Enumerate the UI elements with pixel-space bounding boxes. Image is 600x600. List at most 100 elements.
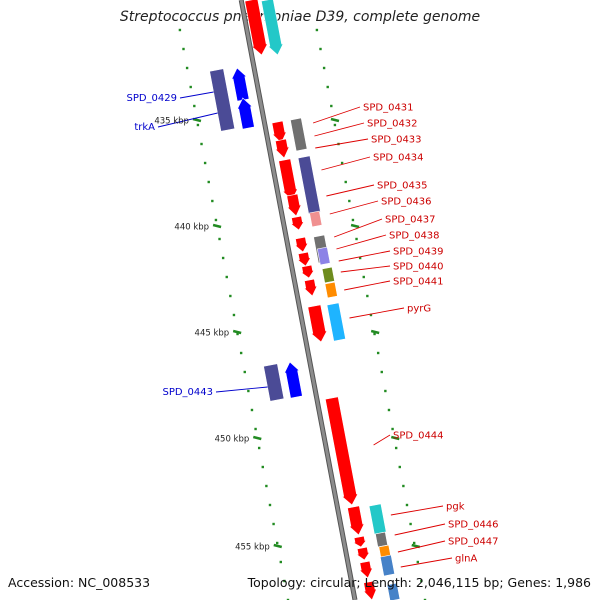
gene-label-right: SPD_0439 [393,247,444,258]
backbone-line-fill [239,0,357,600]
leader-line-left [179,91,214,99]
gene-label-left: trkA [134,122,155,133]
gene-label-right: glnA [455,554,477,565]
minor-tick-right [380,370,383,374]
leader-line [314,122,365,137]
gene-arrow [303,278,318,297]
kbp-ticks [178,28,427,600]
leader-line [394,523,446,536]
minor-tick-right [405,503,409,507]
minor-tick-right [333,123,337,127]
leader-line [349,307,405,319]
minor-tick-left [178,28,182,32]
cog-box [309,210,323,228]
minor-tick-right [409,522,412,526]
minor-tick-left [182,47,185,51]
gene-arrow [231,67,250,102]
cog-box [386,582,401,600]
gene-features [209,0,401,600]
kbp-tick-right [411,543,421,549]
minor-tick-right [412,541,416,545]
cog-box [209,68,236,132]
leader-line [344,280,391,291]
gene-label-right: SPD_0447 [448,537,499,548]
gene-arrow [271,120,287,144]
gene-arrow [363,580,378,600]
minor-tick-left [243,370,246,374]
minor-tick-left [232,313,236,317]
gene-arrow [286,193,302,217]
genome-summary-text: Topology: circular; Length: 2,046,115 bp… [247,575,591,590]
leader-line [333,218,383,238]
minor-tick-left [286,598,290,600]
minor-tick-right [355,237,358,241]
gene-label-right: SPD_0436 [381,197,432,208]
minor-tick-left [254,427,257,431]
leader-line [315,138,369,149]
gene-label-right: SPD_0435 [377,181,428,192]
minor-tick-left [225,275,228,279]
label-leaders [157,91,453,568]
gene-arrow [274,138,290,159]
minor-tick-left [265,484,268,488]
leader-line [321,156,371,171]
kbp-label: 435 kbp [154,117,189,127]
minor-tick-right [398,465,401,469]
kbp-label: 440 kbp [174,223,209,233]
minor-tick-right [387,408,391,412]
kbp-label: 445 kbp [195,329,230,339]
minor-tick-left [268,503,272,507]
leader-line [340,265,391,273]
kbp-label: 455 kbp [235,543,270,553]
gene-label-right: SPD_0440 [393,262,444,273]
minor-tick-left [261,465,264,469]
gene-label-right: pgk [446,502,465,513]
gene-arrow [290,215,305,231]
gene-arrow [347,505,365,536]
minor-tick-right [358,256,362,260]
gene-label-right: SPD_0438 [389,231,440,242]
minor-tick-left [250,408,254,412]
minor-tick-right [423,598,427,600]
minor-tick-right [376,351,380,355]
gene-arrow [324,396,359,506]
minor-tick-right [340,161,344,165]
minor-tick-left [272,522,275,526]
minor-tick-right [391,427,394,431]
minor-tick-right [319,47,322,51]
cog-box [375,531,389,548]
cog-box [379,554,396,577]
leader-line [312,106,361,124]
minor-tick-left [207,180,210,184]
gene-label-right: SPD_0437 [385,215,436,226]
minor-tick-left [214,218,218,222]
minor-tick-right [420,579,423,583]
gene-arrow [294,236,309,253]
cog-box [297,155,321,215]
accession-text: Accession: NC_008533 [8,575,151,590]
gene-arrow [244,0,269,56]
minor-tick-left [236,332,239,336]
cog-box [324,281,338,299]
minor-tick-left [221,256,225,260]
cog-box [316,246,331,266]
minor-tick-right [402,484,405,488]
gene-arrow [352,535,368,548]
kbp-label: 450 kbp [215,435,250,445]
minor-tick-right [373,332,376,336]
gene-labels: 435 kbp 440 kbp 445 kbp 450 kbp 455 kbp SPD_0… [126,93,498,565]
gene-label-left: SPD_0443 [162,387,213,398]
leader-line [338,250,391,262]
minor-tick-right [416,560,419,564]
leader-line-left [157,112,218,128]
minor-tick-left [218,237,221,241]
kbp-tick-right [390,435,400,441]
genome-backbone [238,0,358,600]
gene-arrow [297,251,312,267]
gene-label-right: SPD_0444 [393,431,444,442]
minor-tick-right [362,275,365,279]
minor-tick-left [211,199,214,203]
map-title: Streptococcus pneumoniae D39, complete g… [119,9,481,25]
kbp-tick [252,435,262,441]
